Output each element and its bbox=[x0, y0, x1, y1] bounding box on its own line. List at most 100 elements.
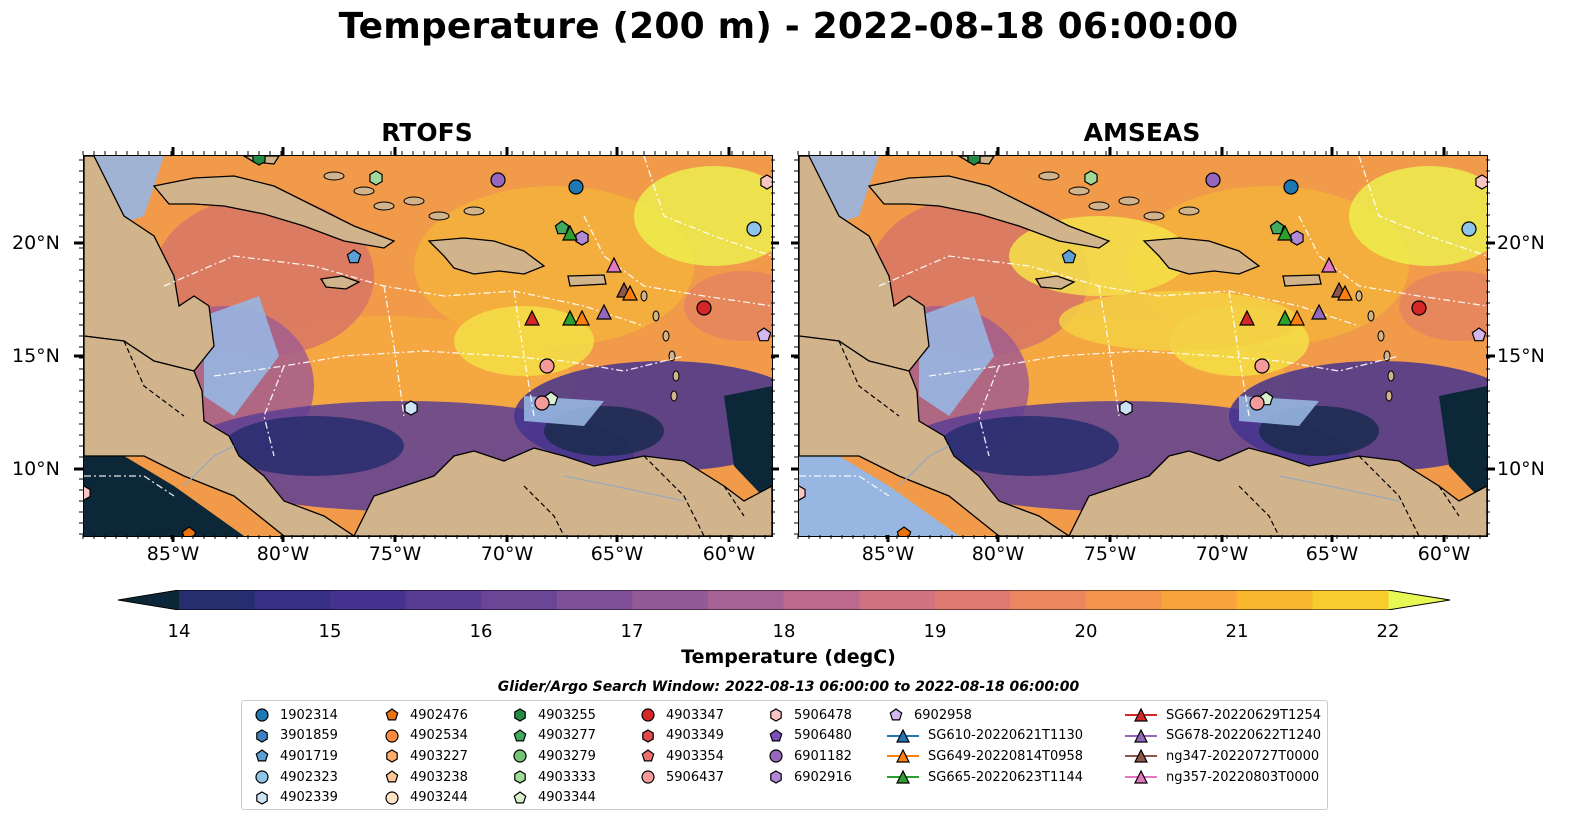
landmass-bahamas-island bbox=[1143, 211, 1165, 221]
legend-item: 4903244 bbox=[382, 787, 468, 808]
legend-marker-icon bbox=[385, 729, 399, 743]
xtick-label: 65°W bbox=[1305, 543, 1359, 565]
temperature-contour-fill bbox=[684, 271, 772, 341]
float-marker-ng357-20220803T0000 bbox=[606, 256, 622, 273]
legend-label: 4903354 bbox=[666, 748, 724, 764]
legend-marker-icon bbox=[513, 749, 527, 764]
legend-marker-icon bbox=[513, 729, 527, 742]
float-marker-SG678-20220622T1240 bbox=[596, 303, 612, 320]
colorbar-segment bbox=[934, 590, 1011, 610]
xtick-label: 85°W bbox=[146, 543, 200, 565]
temperature-contour-fill bbox=[454, 306, 594, 376]
landmass-bahamas-island bbox=[403, 196, 425, 206]
float-marker-SG665-20220623T1144 bbox=[1277, 224, 1293, 241]
legend-label: 1902314 bbox=[280, 707, 338, 723]
colorbar-tick-label: 19 bbox=[923, 621, 947, 642]
legend-item: 4903344 bbox=[510, 787, 596, 808]
float-marker-4903277 bbox=[554, 220, 570, 235]
legend-marker-icon bbox=[255, 749, 269, 762]
legend-label: ng357-20220803T0000 bbox=[1166, 769, 1320, 785]
legend-label: 5906478 bbox=[794, 707, 852, 723]
colorbar-segment bbox=[556, 590, 633, 610]
float-marker-1902314 bbox=[1283, 179, 1299, 195]
float-marker-6902958 bbox=[756, 327, 772, 342]
country-border bbox=[1358, 455, 1420, 536]
float-marker-SG667-20220629T1254 bbox=[1239, 309, 1255, 326]
landmass-lesser-antilles bbox=[640, 290, 648, 302]
float-marker-SG649-20220814T0958 bbox=[1289, 309, 1305, 326]
legend-label: 4903347 bbox=[666, 707, 724, 723]
xtick-label: 80°W bbox=[971, 543, 1025, 565]
eez-boundary bbox=[799, 475, 890, 497]
float-marker-5906437 bbox=[1249, 395, 1265, 411]
legend-item: 3901859 bbox=[252, 726, 338, 747]
legend-marker-icon bbox=[1125, 749, 1157, 764]
legend-label: 4903227 bbox=[410, 748, 468, 764]
river bbox=[1278, 475, 1400, 502]
float-marker-5906478 bbox=[760, 174, 772, 190]
legend-marker-icon bbox=[514, 708, 526, 722]
map-amseas[interactable] bbox=[798, 155, 1488, 537]
xtick-label: 70°W bbox=[1195, 543, 1249, 565]
landmass-bahamas-island bbox=[1038, 171, 1060, 181]
country-border bbox=[1238, 485, 1280, 536]
legend-column: 4902476 4902534 4903227 4903238 4903244 bbox=[382, 705, 468, 808]
colorbar-tick-label: 21 bbox=[1225, 621, 1249, 642]
legend-item: 4903279 bbox=[510, 746, 596, 767]
legend-item: SG678-20220622T1240 bbox=[1124, 726, 1321, 747]
river bbox=[563, 475, 685, 502]
xtick-label: 75°W bbox=[368, 543, 422, 565]
eez-boundary bbox=[643, 156, 772, 257]
axis-tick-marks bbox=[74, 147, 1495, 542]
legend-marker-icon bbox=[889, 708, 903, 721]
legend-item: 5906478 bbox=[766, 705, 852, 726]
colorbar-tick-label: 18 bbox=[772, 621, 796, 642]
legend-item: 4902323 bbox=[252, 767, 338, 788]
legend-marker-icon bbox=[385, 791, 399, 805]
xtick-label: 60°W bbox=[1417, 543, 1471, 565]
temperature-contour-fill bbox=[414, 186, 694, 346]
legend-item: SG649-20220814T0958 bbox=[886, 746, 1083, 767]
legend-label: 4901719 bbox=[280, 748, 338, 764]
legend-label: 4902476 bbox=[410, 707, 468, 723]
river bbox=[183, 445, 235, 487]
landmass-lesser-antilles bbox=[1377, 330, 1385, 342]
float-marker-SG678-20220622T1240 bbox=[1311, 303, 1327, 320]
colorbar-segment bbox=[1085, 590, 1162, 610]
eez-boundary bbox=[513, 290, 535, 417]
landmass-jamaica bbox=[319, 275, 361, 290]
ytick-label: 20°N bbox=[1497, 232, 1545, 254]
landmass-bahamas-island bbox=[353, 186, 375, 196]
legend-item: ng347-20220727T0000 bbox=[1124, 746, 1321, 767]
float-marker-4902323 bbox=[746, 221, 762, 237]
legend-label: SG678-20220622T1240 bbox=[1166, 728, 1322, 744]
float-marker-SG649-20220814T0958 bbox=[1337, 284, 1353, 301]
eez-boundary bbox=[84, 475, 175, 497]
country-border bbox=[1438, 485, 1460, 517]
eez-boundary bbox=[263, 365, 285, 457]
legend-marker-icon bbox=[641, 708, 655, 722]
legend-label: 4903238 bbox=[410, 769, 468, 785]
landmass-lesser-antilles bbox=[1385, 390, 1393, 402]
map-rtofs[interactable] bbox=[83, 155, 773, 537]
legend-item: 1902314 bbox=[252, 705, 338, 726]
legend-column: 4903347 4903349 4903354 5906437 bbox=[638, 705, 724, 787]
map-amseas-canvas bbox=[799, 156, 1487, 536]
float-marker-4902339 bbox=[404, 400, 418, 416]
temperature-contour-fill bbox=[1399, 271, 1487, 341]
float-marker-4903347 bbox=[1411, 300, 1427, 316]
legend-marker-icon bbox=[385, 708, 399, 721]
colorbar-segment bbox=[481, 590, 558, 610]
legend-column: SG667-20220629T1254 SG678-20220622T1240 ng… bbox=[1124, 705, 1321, 787]
legend-label: 4903255 bbox=[538, 707, 596, 723]
eez-boundary bbox=[1228, 290, 1250, 417]
atlantic-deep-water bbox=[1439, 386, 1487, 506]
legend-label: 4902534 bbox=[410, 728, 468, 744]
colorbar-tick-label: 20 bbox=[1074, 621, 1098, 642]
colorbar-gradient bbox=[117, 589, 1451, 611]
float-marker-SG649-20220814T0958 bbox=[574, 309, 590, 326]
float-marker-4903255 bbox=[967, 156, 981, 166]
legend-column: 4903255 4903277 4903279 4903333 4903344 bbox=[510, 705, 596, 808]
float-marker-5906437 bbox=[534, 395, 550, 411]
float-marker-4903277 bbox=[1269, 220, 1285, 235]
